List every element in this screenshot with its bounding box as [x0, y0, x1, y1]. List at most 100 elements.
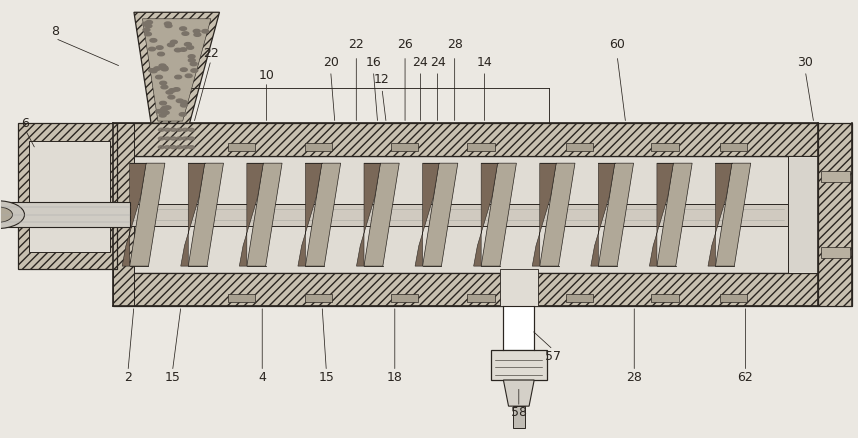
Polygon shape — [122, 163, 146, 266]
Circle shape — [160, 113, 166, 117]
Circle shape — [0, 207, 13, 223]
Circle shape — [170, 128, 176, 131]
Circle shape — [165, 146, 170, 149]
Circle shape — [176, 128, 182, 131]
Circle shape — [164, 106, 171, 110]
Circle shape — [179, 113, 186, 116]
Polygon shape — [305, 163, 341, 266]
Circle shape — [202, 29, 208, 33]
Bar — [305, 294, 332, 302]
Text: 22: 22 — [348, 39, 364, 51]
Bar — [651, 143, 679, 151]
Circle shape — [170, 137, 176, 140]
Circle shape — [188, 128, 194, 131]
Text: 22: 22 — [203, 47, 219, 60]
Circle shape — [166, 91, 173, 94]
Circle shape — [194, 33, 201, 36]
Bar — [504, 306, 535, 350]
Circle shape — [158, 52, 165, 56]
Circle shape — [162, 111, 169, 114]
Polygon shape — [598, 163, 633, 266]
Circle shape — [156, 46, 163, 49]
Text: 16: 16 — [366, 56, 381, 69]
Polygon shape — [540, 163, 575, 266]
Circle shape — [170, 146, 176, 149]
Circle shape — [150, 39, 157, 42]
Polygon shape — [415, 163, 439, 266]
Polygon shape — [247, 163, 282, 266]
Bar — [513, 406, 525, 428]
Circle shape — [0, 201, 25, 229]
Polygon shape — [657, 163, 692, 266]
Polygon shape — [142, 19, 211, 121]
Polygon shape — [591, 163, 614, 266]
Circle shape — [173, 88, 180, 91]
Circle shape — [165, 128, 170, 131]
Circle shape — [159, 146, 165, 149]
Polygon shape — [188, 163, 223, 266]
Circle shape — [154, 67, 160, 70]
Text: 15: 15 — [165, 371, 180, 385]
Circle shape — [190, 69, 197, 72]
Text: 28: 28 — [626, 371, 642, 385]
Circle shape — [161, 85, 168, 89]
Bar — [651, 294, 679, 302]
Circle shape — [161, 66, 168, 70]
Polygon shape — [181, 163, 205, 266]
Text: 62: 62 — [738, 371, 753, 385]
Text: 6: 6 — [21, 117, 29, 130]
Circle shape — [148, 47, 155, 51]
Polygon shape — [532, 163, 556, 266]
Bar — [565, 143, 593, 151]
Circle shape — [184, 42, 191, 46]
Text: 2: 2 — [124, 371, 132, 385]
Bar — [500, 269, 538, 306]
Bar — [19, 123, 117, 269]
Circle shape — [159, 128, 165, 131]
Bar — [29, 141, 110, 252]
Text: 8: 8 — [51, 25, 59, 39]
Circle shape — [165, 22, 172, 25]
Circle shape — [160, 108, 167, 111]
Circle shape — [171, 40, 178, 44]
Text: 24: 24 — [430, 56, 445, 69]
Polygon shape — [298, 163, 322, 266]
Circle shape — [182, 32, 189, 35]
Text: 14: 14 — [477, 56, 492, 69]
Circle shape — [182, 146, 188, 149]
Bar — [720, 294, 747, 302]
Circle shape — [187, 46, 194, 49]
Text: 15: 15 — [318, 371, 335, 385]
Circle shape — [161, 67, 168, 71]
Circle shape — [161, 106, 168, 110]
Circle shape — [143, 28, 150, 32]
Bar — [112, 123, 134, 306]
Bar — [821, 171, 849, 182]
Bar — [112, 156, 819, 273]
Circle shape — [180, 48, 187, 51]
Circle shape — [175, 75, 182, 79]
Polygon shape — [356, 163, 380, 266]
Circle shape — [189, 59, 196, 62]
Bar — [468, 143, 495, 151]
Circle shape — [159, 137, 165, 140]
Polygon shape — [130, 163, 165, 266]
Bar — [121, 204, 789, 226]
Circle shape — [165, 137, 170, 140]
Bar — [565, 294, 593, 302]
Circle shape — [185, 74, 192, 78]
Bar — [112, 273, 819, 306]
Circle shape — [188, 146, 194, 149]
Polygon shape — [474, 163, 498, 266]
Text: 12: 12 — [374, 73, 390, 86]
Circle shape — [193, 29, 200, 33]
Circle shape — [155, 110, 162, 113]
Circle shape — [142, 22, 149, 26]
Bar — [468, 294, 495, 302]
Polygon shape — [650, 163, 674, 266]
Bar — [720, 143, 747, 151]
Circle shape — [180, 68, 187, 71]
Text: 30: 30 — [797, 56, 813, 69]
Text: 24: 24 — [413, 56, 428, 69]
Circle shape — [165, 24, 172, 28]
